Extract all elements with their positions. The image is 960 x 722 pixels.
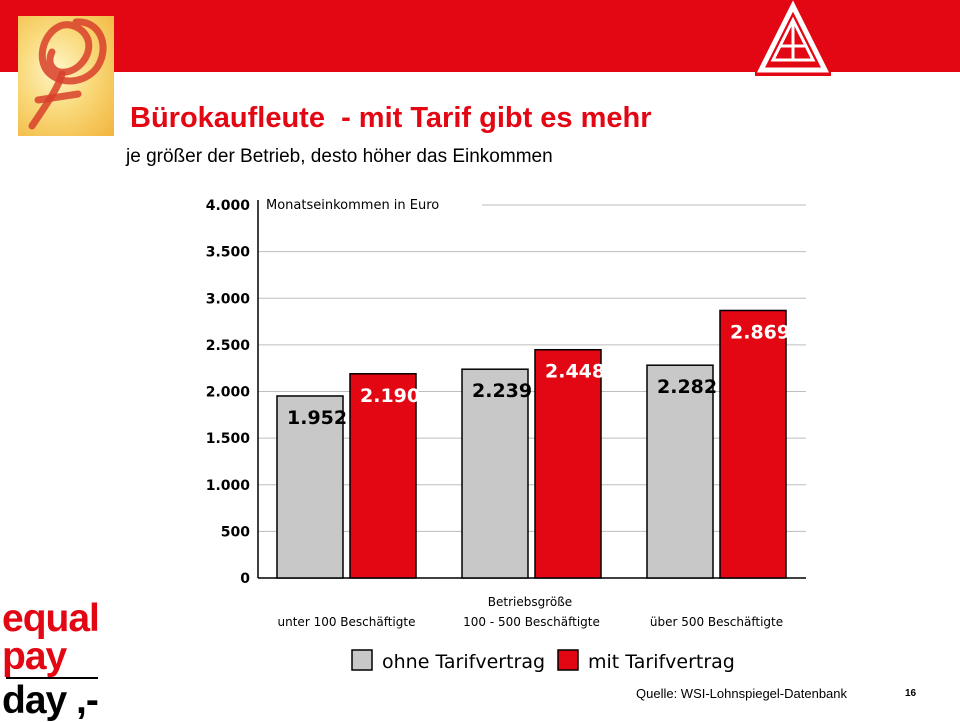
bar: [534, 348, 602, 579]
y-tick-label: 4.000: [206, 198, 251, 214]
y-tick-label: 500: [221, 524, 250, 540]
bar-value-label: 2.869: [730, 321, 790, 343]
bar-chart: 05001.0001.5002.0002.5003.0003.5004.000 …: [206, 198, 806, 673]
bar-value-label: 2.448: [545, 361, 605, 383]
bar: [276, 395, 344, 579]
bar: [349, 373, 417, 579]
equal-pay-day-line1: equal: [2, 597, 100, 640]
source-note: Quelle: WSI-Lohnspiegel-Datenbank: [636, 686, 848, 701]
page-number: 16: [905, 688, 917, 699]
bar: [719, 309, 787, 579]
bar-value-label: 2.282: [657, 376, 717, 398]
equal-pay-day-logo: equal pay day ,-: [2, 597, 102, 722]
y-tick-label: 3.000: [206, 291, 251, 307]
legend-label: ohne Tarifvertrag: [382, 651, 545, 673]
y-tick-label: 1.000: [206, 478, 251, 494]
legend-swatch: [351, 649, 373, 671]
y-tick-label: 2.000: [206, 385, 251, 401]
x-axis-label: Betriebsgröße: [488, 595, 572, 609]
equal-pay-day-line2: pay: [2, 635, 67, 678]
y-tick-label: 3.500: [206, 245, 251, 261]
legend-swatch: [557, 649, 579, 671]
slide-subtitle: je größer der Betrieb, desto höher das E…: [126, 146, 553, 167]
y-tick-label: 2.500: [206, 338, 251, 354]
y-tick-label: 1.500: [206, 431, 251, 447]
bar-value-label: 2.239: [472, 380, 532, 402]
y-tick-label: 0: [240, 571, 250, 587]
x-category-label: über 500 Beschäftigte: [650, 615, 783, 629]
slide-title: Bürokaufleute - mit Tarif gibt es mehr: [130, 102, 652, 134]
equal-pay-ribbon-logo: [18, 16, 114, 136]
x-category-label: 100 - 500 Beschäftigte: [463, 615, 600, 629]
equal-pay-day-rule: [6, 677, 98, 679]
bar-value-label: 2.190: [360, 385, 420, 407]
bar: [646, 364, 714, 579]
igm-logo: [755, 0, 831, 76]
equal-pay-day-line3: day ,-: [2, 679, 99, 722]
bar-value-label: 1.952: [287, 407, 347, 429]
legend-label: mit Tarifvertrag: [588, 651, 735, 673]
bar: [461, 368, 529, 579]
x-category-label: unter 100 Beschäftigte: [278, 615, 416, 629]
y-axis-label: Monatseinkommen in Euro: [266, 198, 439, 213]
